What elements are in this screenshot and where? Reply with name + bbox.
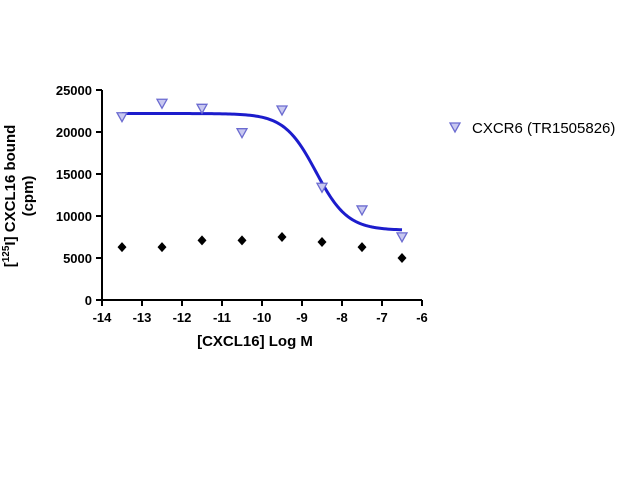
y-axis-title-prefix: [ [2, 262, 19, 267]
point-diamond [357, 242, 367, 253]
point-diamond [397, 253, 407, 263]
legend: CXCR6 (TR1505826) [448, 120, 615, 137]
point-triangle [195, 103, 209, 115]
y-axis-title: [125I] CXCL16 bound (cpm) [1, 125, 37, 268]
point-triangle [275, 105, 289, 117]
x-ticks: -14 -13 -12 -11 -10 -9 -8 -7 -6 [93, 300, 428, 325]
point-triangle [155, 98, 169, 110]
y-tick-label: 0 [85, 293, 92, 308]
y-axis-title-sup: 125 [1, 245, 12, 262]
x-tick-label: -9 [296, 310, 308, 325]
point-diamond [277, 232, 287, 242]
x-tick-label: -8 [336, 310, 348, 325]
y-tick-label: 15000 [56, 167, 92, 182]
legend-marker-triangle [448, 122, 462, 134]
x-tick-label: -13 [133, 310, 152, 325]
y-tick-label: 25000 [56, 83, 92, 98]
x-tick-label: -7 [376, 310, 388, 325]
svg-text:[125I] CXCL16 bound: [125I] CXCL16 bound [1, 125, 19, 268]
y-tick-label: 5000 [63, 251, 92, 266]
y-axis-title-line2: (cpm) [20, 176, 37, 217]
point-diamond [157, 242, 167, 253]
y-axis-title-rest: I] CXCL16 bound [2, 125, 19, 246]
axes [101, 90, 422, 301]
legend-label: CXCR6 (TR1505826) [472, 120, 615, 137]
x-tick-label: -10 [253, 310, 272, 325]
x-tick-label: -12 [173, 310, 192, 325]
point-diamond [117, 242, 127, 253]
fit-curve [122, 112, 403, 232]
point-triangle [315, 182, 329, 194]
x-tick-label: -14 [93, 310, 113, 325]
x-axis-title: [CXCL16] Log M [197, 333, 313, 350]
data-points [115, 98, 409, 263]
point-triangle [355, 205, 369, 217]
x-tick-label: -11 [213, 310, 231, 325]
point-diamond [317, 237, 327, 248]
x-tick-label: -6 [416, 310, 428, 325]
point-triangle [115, 112, 129, 124]
point-triangle [235, 128, 249, 140]
y-tick-label: 20000 [56, 125, 92, 140]
point-diamond [197, 235, 207, 246]
point-triangle [395, 232, 409, 244]
point-diamond [237, 235, 247, 246]
y-tick-label: 10000 [56, 209, 92, 224]
y-ticks: 0 5000 10000 15000 20000 25000 [56, 83, 102, 308]
